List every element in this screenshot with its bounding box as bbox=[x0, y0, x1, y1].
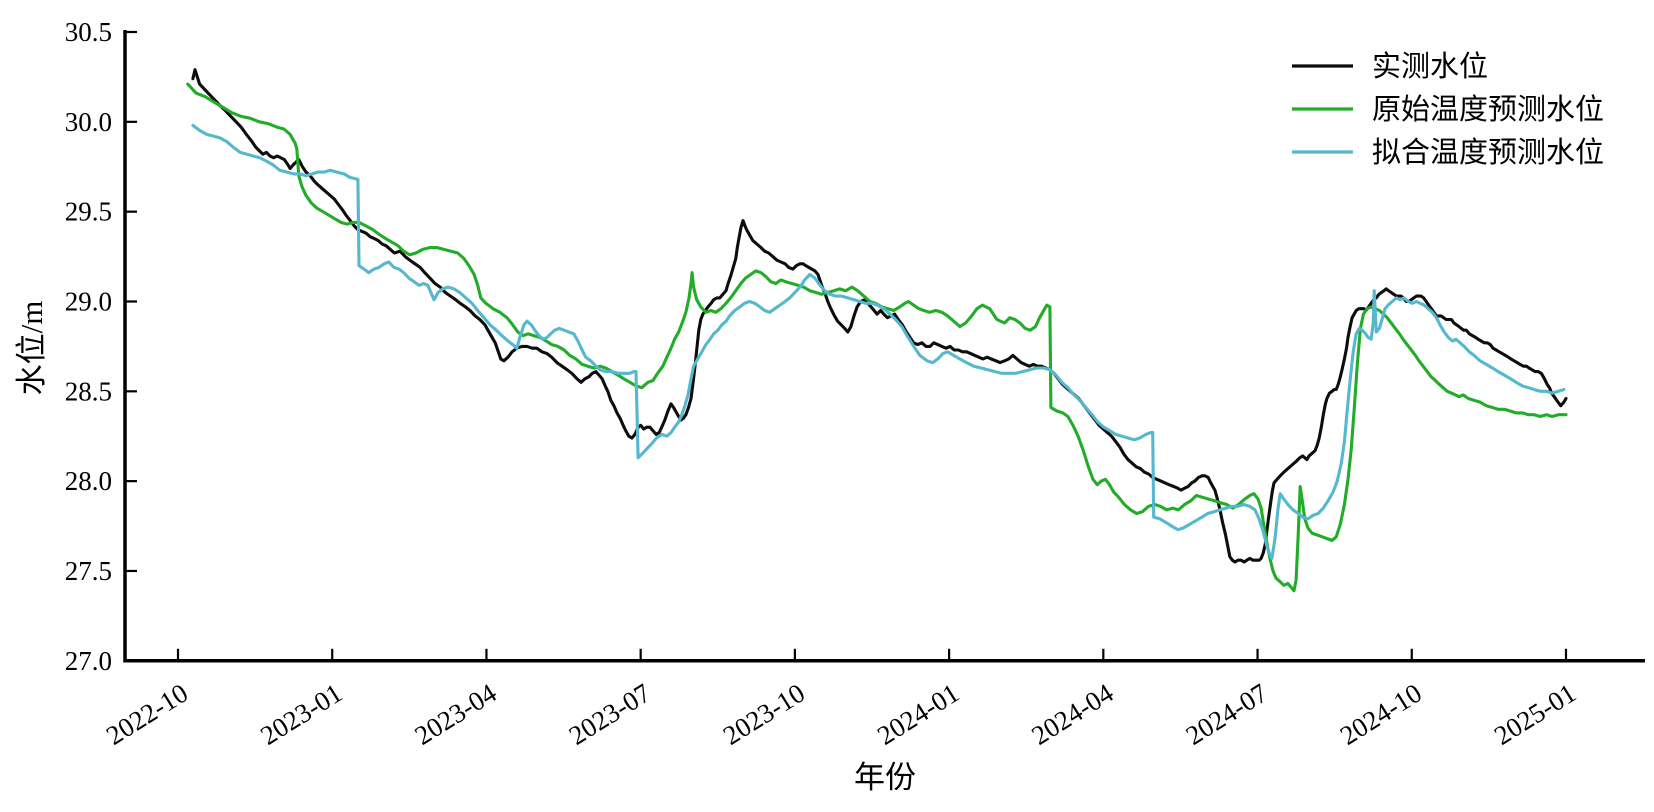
x-tick-label: 2023-01 bbox=[255, 678, 347, 751]
legend-label-fitted-temp-pred: 拟合温度预测水位 bbox=[1372, 136, 1604, 169]
y-tick-label: 27.0 bbox=[65, 646, 112, 676]
x-tick-label: 2024-04 bbox=[1026, 677, 1119, 750]
series-line-fitted-temp-pred bbox=[191, 123, 1566, 560]
x-tick-label: 2022-10 bbox=[101, 678, 193, 751]
y-tick-label: 30.0 bbox=[65, 107, 112, 137]
x-tick-label: 2024-07 bbox=[1181, 678, 1273, 751]
axis-tick-labels: 27.0 27.5 28.0 28.5 29.0 29.5 30.0 30.5 2022-10 2… bbox=[65, 17, 1581, 751]
series-line-original-temp-pred bbox=[186, 82, 1568, 593]
y-tick-label: 28.5 bbox=[65, 376, 112, 406]
y-tick-label: 29.0 bbox=[65, 286, 112, 316]
axis-ticks bbox=[125, 30, 1568, 662]
y-tick-label: 28.0 bbox=[65, 466, 112, 496]
x-tick-label: 2024-10 bbox=[1335, 678, 1427, 751]
legend: 实测水位 原始温度预测水位 拟合温度预测水位 bbox=[1292, 50, 1604, 169]
y-tick-label: 27.5 bbox=[65, 556, 112, 586]
x-tick-label: 2025-01 bbox=[1489, 678, 1581, 751]
y-tick-label: 30.5 bbox=[65, 17, 112, 47]
x-tick-label: 2023-04 bbox=[409, 677, 502, 750]
y-axis-label: 水位/m bbox=[14, 301, 49, 396]
x-tick-label: 2024-01 bbox=[872, 678, 964, 751]
y-tick-label: 29.5 bbox=[65, 197, 112, 227]
series-lines bbox=[186, 68, 1568, 593]
legend-label-original-temp-pred: 原始温度预测水位 bbox=[1372, 93, 1604, 126]
x-tick-label: 2023-07 bbox=[564, 678, 656, 751]
x-tick-label: 2023-10 bbox=[718, 678, 810, 751]
x-axis-label: 年份 bbox=[854, 760, 916, 795]
legend-label-measured: 实测水位 bbox=[1372, 50, 1488, 83]
series-line-measured bbox=[191, 68, 1568, 564]
